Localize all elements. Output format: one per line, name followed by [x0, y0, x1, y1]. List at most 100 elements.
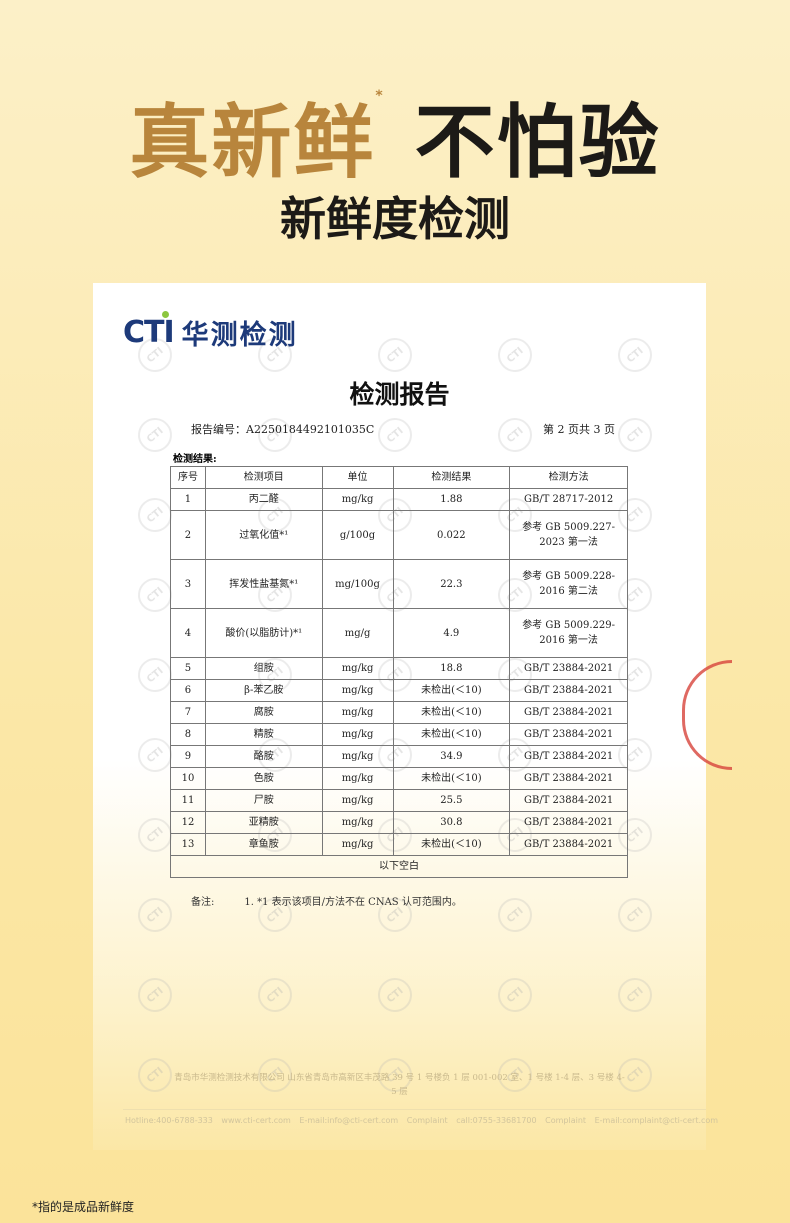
watermark-icon: CTI: [371, 331, 419, 379]
table-cell: 1: [170, 488, 206, 511]
table-cell: 18.8: [392, 657, 511, 680]
table-cell: 参考 GB 5009.229-2016 第一法: [509, 608, 628, 658]
company-address: 青岛市华测检测技术有限公司 山东省青岛市高新区丰茂路 39 号 1 号楼负 1 …: [174, 1073, 625, 1097]
table-cell: 过氧化值*¹: [204, 510, 323, 560]
watermark-icon: CTI: [131, 971, 179, 1019]
table-cell: 1.88: [392, 488, 511, 511]
page-indicator: 第 2 页共 3 页: [543, 423, 615, 436]
table-cell: 未检出(＜10): [392, 833, 511, 856]
watermark-icon: CTI: [491, 331, 539, 379]
column-header: 序号: [170, 466, 206, 489]
table-cell: mg/kg: [321, 701, 394, 724]
table-cell: 30.8: [392, 811, 511, 834]
table-cell: 丙二醛: [204, 488, 323, 511]
table-row: 11 尸胺 mg/kg 25.5 GB/T 23884-2021: [170, 789, 628, 812]
table-cell: mg/g: [321, 608, 394, 658]
table-cell: 25.5: [392, 789, 511, 812]
table-cell: 6: [170, 679, 206, 702]
table-cell: 参考 GB 5009.227-2023 第一法: [509, 510, 628, 560]
table-cell: 章鱼胺: [204, 833, 323, 856]
table-cell: GB/T 23884-2021: [509, 833, 628, 856]
headline: 真新鲜* 不怕验: [129, 88, 661, 189]
table-cell: GB/T 23884-2021: [509, 745, 628, 768]
report-title: 检测报告: [349, 380, 450, 409]
table-row: 5 组胺 mg/kg 18.8 GB/T 23884-2021: [170, 657, 628, 680]
table-cell: mg/kg: [321, 488, 394, 511]
watermark-icon: CTI: [251, 971, 299, 1019]
table-cell: 腐胺: [204, 701, 323, 724]
watermark-icon: CTI: [611, 411, 659, 459]
table-cell: mg/kg: [321, 767, 394, 790]
test-report-document: CTI CTI CTI CTI CTI CTI CTI CTI CTI CTI CTI CTI CTI C…: [93, 283, 718, 1150]
table-cell: 0.022: [392, 510, 511, 560]
table-cell: 22.3: [392, 559, 511, 609]
watermark-icon: CTI: [611, 891, 659, 939]
table-cell: GB/T 23884-2021: [509, 679, 628, 702]
column-header: 检测项目: [204, 466, 323, 489]
table-cell: 13: [170, 833, 206, 856]
table-cell: 精胺: [204, 723, 323, 746]
table-cell: GB/T 23884-2021: [509, 767, 628, 790]
table-row: 4 酸价(以脂肪计)*¹ mg/g 4.9 参考 GB 5009.229-2016 第一…: [170, 608, 628, 658]
table-cell: 尸胺: [204, 789, 323, 812]
table-cell: 4.9: [392, 608, 511, 658]
table-cell: GB/T 28717-2012: [509, 488, 628, 511]
table-cell: 挥发性盐基氮*¹: [204, 559, 323, 609]
table-cell: 7: [170, 701, 206, 724]
remarks: 备注: 1. *1 表示该项目/方法不在 CNAS 认可范围内。: [191, 897, 462, 908]
table-row: 1 丙二醛 mg/kg 1.88 GB/T 28717-2012: [170, 488, 628, 511]
table-cell: 4: [170, 608, 206, 658]
watermark-icon: CTI: [611, 331, 659, 379]
watermark-icon: CTI: [371, 411, 419, 459]
report-number: 报告编号：A2250184492101035C: [191, 423, 375, 436]
table-cell: GB/T 23884-2021: [509, 811, 628, 834]
table-cell: 亚精胺: [204, 811, 323, 834]
table-cell: mg/100g: [321, 559, 394, 609]
column-header: 检测方法: [509, 466, 628, 489]
table-cell: GB/T 23884-2021: [509, 657, 628, 680]
table-cell: 参考 GB 5009.228-2016 第二法: [509, 559, 628, 609]
table-cell: mg/kg: [321, 833, 394, 856]
table-cell: 未检出(＜10): [392, 723, 511, 746]
column-header: 检测结果: [392, 466, 511, 489]
table-row: 8 精胺 mg/kg 未检出(＜10) GB/T 23884-2021: [170, 723, 628, 746]
section-heading: 检测结果:: [173, 454, 217, 465]
table-cell: 未检出(＜10): [392, 767, 511, 790]
table-cell: 5: [170, 657, 206, 680]
table-cell: 3: [170, 559, 206, 609]
table-row: 9 酪胺 mg/kg 34.9 GB/T 23884-2021: [170, 745, 628, 768]
table-cell: GB/T 23884-2021: [509, 789, 628, 812]
table-row: 6 β-苯乙胺 mg/kg 未检出(＜10) GB/T 23884-2021: [170, 679, 628, 702]
watermark-icon: CTI: [371, 971, 419, 1019]
table-cell: mg/kg: [321, 745, 394, 768]
table-cell: mg/kg: [321, 811, 394, 834]
table-cell: 9: [170, 745, 206, 768]
table-cell: GB/T 23884-2021: [509, 723, 628, 746]
table-cell: 色胺: [204, 767, 323, 790]
contact-info: Hotline:400-6788-333 www.cti-cert.com E-…: [125, 1116, 719, 1125]
table-cell: GB/T 23884-2021: [509, 701, 628, 724]
table-cell: 10: [170, 767, 206, 790]
table-cell: 酸价(以脂肪计)*¹: [204, 608, 323, 658]
watermark-icon: CTI: [131, 411, 179, 459]
logo-dot: [162, 311, 169, 318]
table-row: 13 章鱼胺 mg/kg 未检出(＜10) GB/T 23884-2021: [170, 833, 628, 856]
column-header: 单位: [321, 466, 394, 489]
table-cell: 酪胺: [204, 745, 323, 768]
table-cell: 8: [170, 723, 206, 746]
table-row: 3 挥发性盐基氮*¹ mg/100g 22.3 参考 GB 5009.228-2016 …: [170, 559, 628, 609]
table-cell: 12: [170, 811, 206, 834]
table-cell: mg/kg: [321, 657, 394, 680]
table-cell: β-苯乙胺: [204, 679, 323, 702]
divider: [123, 1109, 706, 1110]
table-cell: 组胺: [204, 657, 323, 680]
footnote: *指的是成品新鲜度: [32, 1200, 135, 1214]
table-cell: mg/kg: [321, 789, 394, 812]
watermark-icon: CTI: [611, 971, 659, 1019]
blank-row: 以下空白: [170, 855, 628, 878]
watermark-icon: CTI: [491, 411, 539, 459]
table-cell: 未检出(＜10): [392, 701, 511, 724]
table-cell: 34.9: [392, 745, 511, 768]
table-header: 序号 检测项目 单位 检测结果 检测方法: [170, 466, 628, 489]
watermark-icon: CTI: [131, 891, 179, 939]
